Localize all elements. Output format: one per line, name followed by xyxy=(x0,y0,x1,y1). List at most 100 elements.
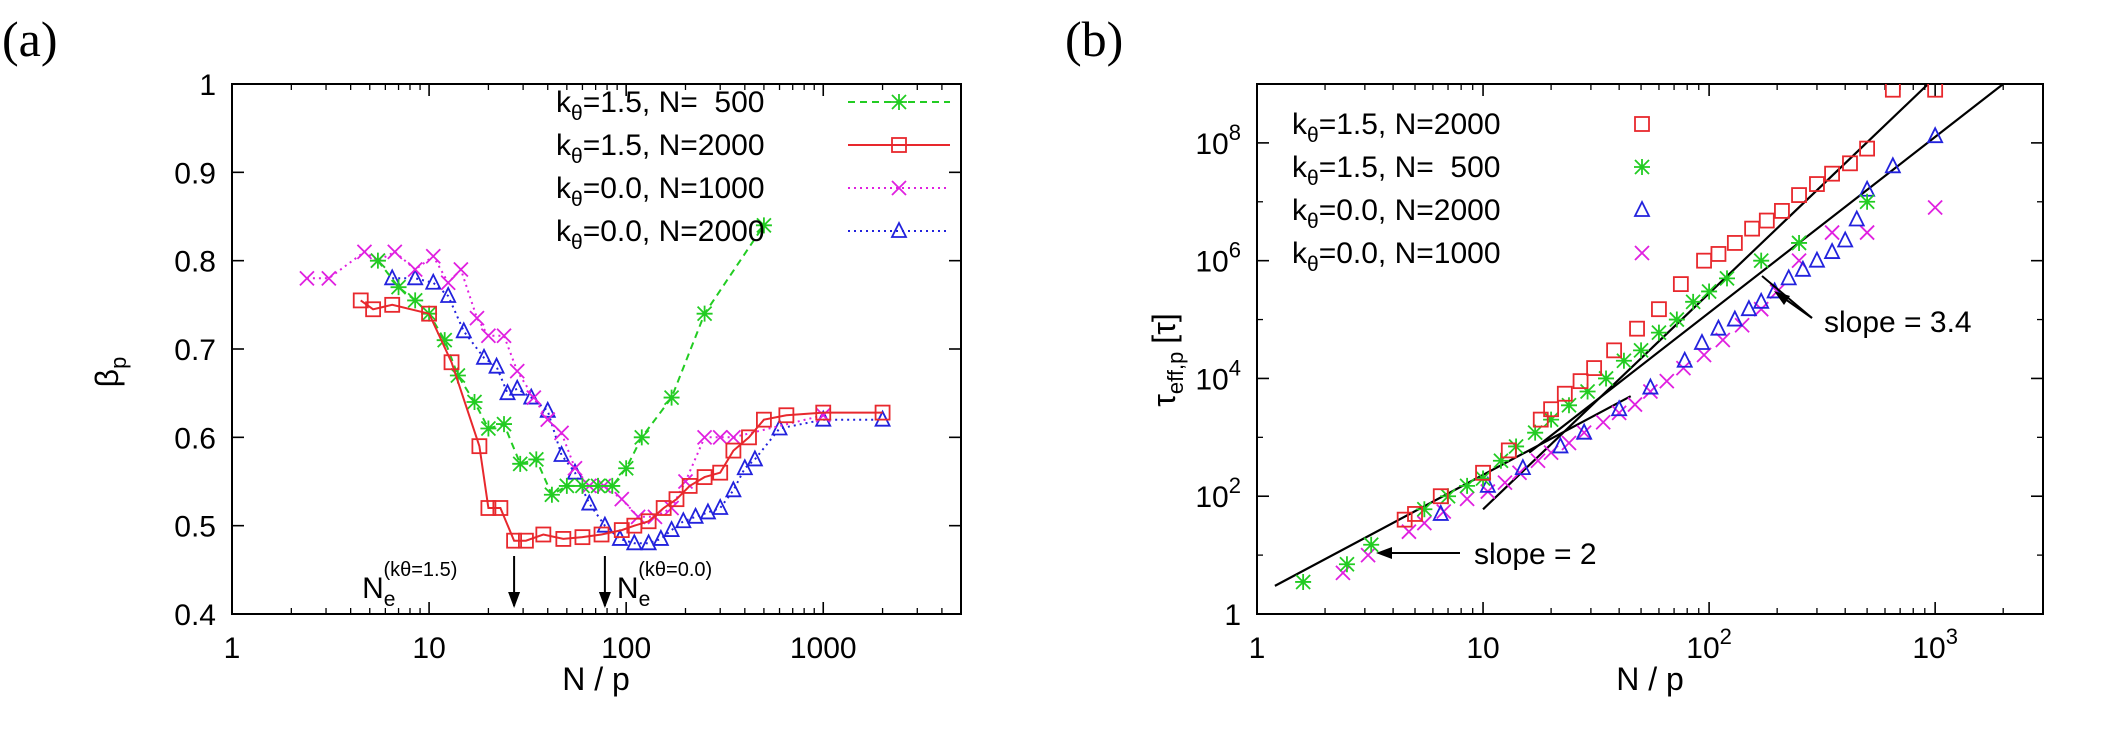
data-point xyxy=(1511,465,1528,481)
legend-entry-b-2: kθ=0.0, N=2000 xyxy=(1292,194,1501,233)
data-point xyxy=(1641,377,1659,395)
slope-3-4-arrow-2 xyxy=(1761,275,1813,319)
data-point xyxy=(440,275,456,291)
data-point xyxy=(1696,347,1712,363)
data-point xyxy=(1407,506,1423,522)
data-point xyxy=(1651,301,1667,318)
y-axis-label-b: τeff,p[τ] xyxy=(1146,313,1188,406)
data-point xyxy=(1611,405,1627,421)
data-point xyxy=(1753,252,1770,269)
legend-b: kθ=1.5, N=2000 kθ=1.5, N= 500 kθ=0.0, N=20… xyxy=(1292,108,1651,276)
data-point xyxy=(756,411,772,428)
data-point xyxy=(1606,342,1623,359)
data-point xyxy=(1824,165,1840,182)
data-point xyxy=(874,409,892,427)
data-point xyxy=(580,493,598,511)
data-point xyxy=(509,363,525,379)
y-tick-label: 0.7 xyxy=(174,334,216,367)
x-tick-label: 1 xyxy=(1249,632,1266,665)
fit-line-2 xyxy=(1528,84,2004,454)
data-point xyxy=(1836,230,1854,248)
data-point xyxy=(1551,436,1569,454)
data-point xyxy=(1586,360,1603,376)
legend-entry-b-3: kθ=0.0, N=1000 xyxy=(1292,237,1501,276)
slope-2-label: slope = 2 xyxy=(1474,538,1597,571)
legend-entry-a-3: kθ=0.0, N=2000 xyxy=(556,215,765,254)
data-point xyxy=(1791,187,1807,203)
data-point xyxy=(1629,320,1645,337)
x-tick-label: 102 xyxy=(1686,624,1732,665)
data-point xyxy=(724,480,742,498)
data-point xyxy=(1497,475,1513,491)
data-point xyxy=(1859,224,1875,241)
data-point xyxy=(425,248,441,264)
y-tick-label: 0.4 xyxy=(174,599,216,632)
legend-marker xyxy=(891,180,907,196)
series-line xyxy=(392,277,883,545)
data-point xyxy=(725,429,742,445)
x-tick-label: 10 xyxy=(1466,632,1499,665)
data-point xyxy=(1794,259,1812,277)
data-point xyxy=(604,477,621,494)
data-point xyxy=(365,301,382,318)
data-point xyxy=(553,444,570,462)
data-point xyxy=(558,477,575,494)
annotations-b: slope = 3.4 slope = 2 xyxy=(1376,275,1972,571)
data-point xyxy=(352,292,369,309)
axis-ticks-b: 1 10 102 103 1 102 104 106 108 xyxy=(1195,84,2043,665)
data-point xyxy=(1627,396,1643,413)
y-tick-label: 108 xyxy=(1195,120,1241,161)
data-point xyxy=(555,531,572,547)
x-axis-label-b: N / p xyxy=(1616,661,1684,697)
data-point xyxy=(480,328,497,344)
legend-entry-b-0: kθ=1.5, N=2000 xyxy=(1292,108,1501,147)
data-point xyxy=(1685,293,1702,310)
legend-entry-a-2: kθ=0.0, N=1000 xyxy=(556,172,765,211)
ne-arrow-head xyxy=(508,592,521,608)
data-point xyxy=(574,477,591,494)
legend-marker xyxy=(1634,159,1650,175)
data-point xyxy=(496,416,513,433)
data-point xyxy=(613,522,630,538)
data-point xyxy=(633,429,650,446)
data-point xyxy=(815,404,832,421)
data-point xyxy=(1561,435,1577,451)
data-point xyxy=(518,532,534,549)
data-point xyxy=(696,305,713,322)
data-point xyxy=(1459,477,1476,494)
data-point xyxy=(1633,342,1650,359)
series-a-3 xyxy=(383,268,892,551)
data-point xyxy=(674,511,692,529)
data-point xyxy=(390,279,407,296)
x-tick-label: 10 xyxy=(412,632,445,665)
y-tick-label: 1 xyxy=(199,69,216,102)
data-point xyxy=(449,367,466,384)
data-point xyxy=(1561,397,1577,414)
legend-marker xyxy=(891,94,907,110)
data-point xyxy=(1744,220,1761,237)
data-point xyxy=(1809,176,1825,192)
data-point xyxy=(1726,309,1744,327)
data-point xyxy=(1416,515,1432,531)
y-axis-label-a: βp xyxy=(89,357,131,388)
data-point xyxy=(1823,242,1841,259)
data-point xyxy=(1642,383,1659,400)
data-point xyxy=(663,389,680,406)
data-point xyxy=(696,469,713,485)
annotations-a: Ne(kθ=1.5) Ne(kθ=0.0) xyxy=(362,556,712,611)
data-point xyxy=(681,478,698,494)
data-point xyxy=(1824,224,1840,241)
data-point xyxy=(1576,425,1592,441)
data-point xyxy=(668,491,685,508)
data-point xyxy=(625,533,643,551)
data-point xyxy=(424,272,442,290)
y-tick-label: 0.5 xyxy=(174,511,216,544)
data-point xyxy=(630,509,646,525)
data-point xyxy=(1927,199,1943,216)
data-point xyxy=(874,404,891,421)
data-point xyxy=(1432,488,1449,505)
data-point xyxy=(1650,324,1667,341)
data-point xyxy=(755,217,772,234)
data-point xyxy=(1884,156,1902,174)
data-point xyxy=(567,460,583,476)
